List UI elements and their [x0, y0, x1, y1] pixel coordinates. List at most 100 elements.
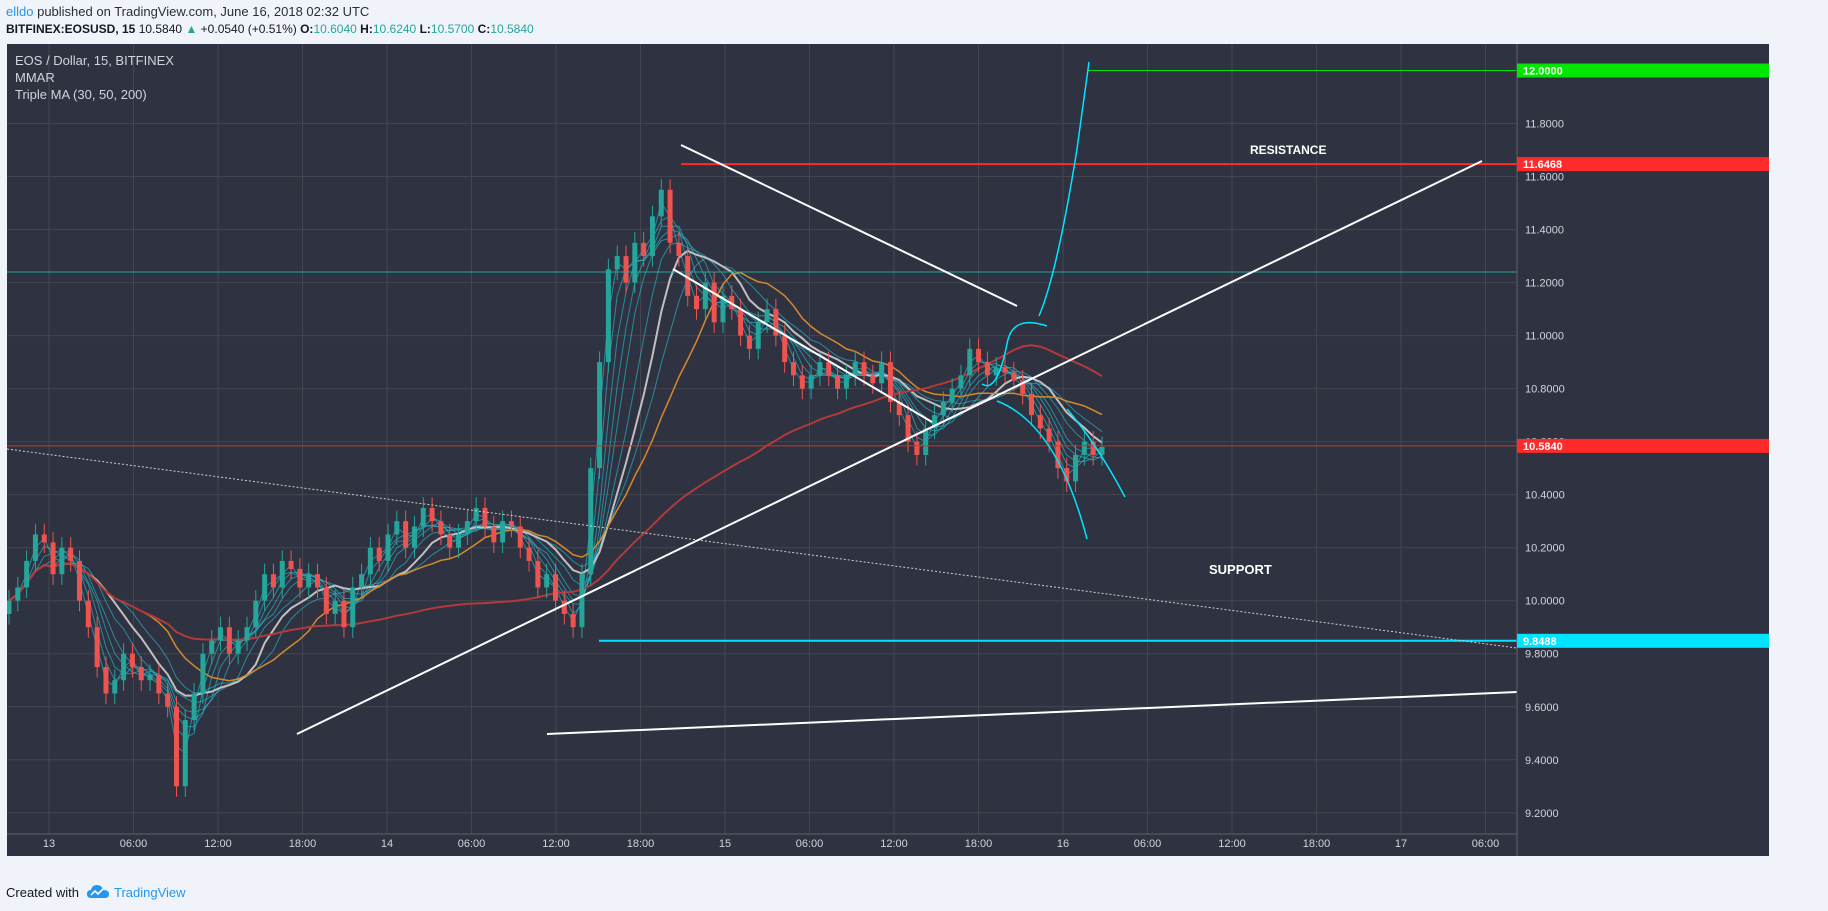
- candle-body: [182, 720, 188, 787]
- projection-loop: [981, 321, 1048, 387]
- x-tick-label: 06:00: [1472, 838, 1500, 850]
- candle-body: [773, 309, 779, 336]
- candle-body: [605, 269, 611, 363]
- candle-body: [77, 560, 83, 601]
- candle-body: [376, 547, 382, 561]
- candle-body: [218, 627, 224, 641]
- candle-body: [923, 428, 929, 455]
- candle-body: [306, 574, 312, 588]
- candle-body: [553, 574, 558, 601]
- candle-body: [50, 542, 56, 575]
- candle-body: [517, 526, 523, 548]
- candle-body: [1055, 441, 1061, 469]
- candle-body: [235, 640, 241, 654]
- candle-body: [870, 375, 876, 384]
- x-tick-label: 06:00: [458, 838, 486, 850]
- candle-body: [262, 574, 268, 601]
- x-tick-label: 18:00: [289, 838, 317, 850]
- candle-body: [121, 653, 127, 681]
- candle-body: [279, 560, 285, 588]
- candle-body: [456, 534, 462, 548]
- candle-body: [209, 640, 215, 654]
- candle-body: [394, 521, 400, 535]
- candle-body: [843, 375, 849, 389]
- chart-background: [7, 44, 1769, 856]
- candle-body: [649, 216, 655, 257]
- candle-body: [720, 295, 726, 323]
- candle-body: [1090, 441, 1096, 455]
- candle-body: [147, 674, 153, 681]
- candle-body: [1081, 441, 1087, 455]
- candle-body: [535, 560, 541, 588]
- candles: [7, 179, 1105, 797]
- x-tick-label: 18:00: [1303, 838, 1331, 850]
- candle-body: [694, 295, 700, 310]
- candle-body: [59, 547, 65, 575]
- candle-body: [914, 441, 920, 455]
- price-label-text: 10.5840: [1523, 441, 1563, 453]
- candle-body: [561, 600, 567, 614]
- tradingview-link[interactable]: TradingView: [114, 885, 186, 900]
- y-tick-label: 11.0000: [1525, 331, 1564, 343]
- candle-body: [887, 362, 893, 402]
- candle-body: [24, 560, 30, 588]
- candle-body: [614, 256, 620, 270]
- projection-curve-down-2: [1066, 408, 1126, 498]
- price-chart[interactable]: 9.2000 9.4000 9.6000 9.8000 10.0000 10.2000 10…: [7, 44, 1769, 856]
- candle-body: [879, 362, 885, 384]
- candle-body: [746, 335, 752, 349]
- footer: [0, 880, 1828, 911]
- publish-header: elldo published on TradingView.com, June…: [0, 0, 1828, 44]
- x-tick-label: 17: [1395, 838, 1407, 850]
- candle-body: [244, 627, 250, 641]
- legend-indicator-mmar[interactable]: MMAR: [15, 70, 55, 85]
- candle-body: [447, 534, 453, 548]
- candle-body: [165, 693, 171, 707]
- candle-body: [200, 653, 206, 694]
- lower-trendline: [546, 691, 1518, 735]
- legend-indicator-triple-ma[interactable]: Triple MA (30, 50, 200): [15, 87, 147, 102]
- ribbon-ma-line: [8, 257, 1103, 694]
- dotted-trendline: [7, 448, 1518, 649]
- candle-body: [932, 415, 938, 429]
- tradingview-cloud-icon[interactable]: [86, 883, 110, 901]
- candle-body: [315, 574, 321, 588]
- candle-body: [826, 362, 832, 376]
- candle-body: [359, 574, 365, 588]
- open-label: O:: [300, 22, 314, 36]
- x-tick-label: 18:00: [965, 838, 993, 850]
- candle-body: [570, 613, 576, 628]
- candle-body: [500, 521, 506, 543]
- price-label-box: [1517, 438, 1769, 453]
- author-link[interactable]: elldo: [6, 4, 34, 19]
- high-label: H:: [360, 22, 373, 36]
- candle-body: [32, 534, 38, 561]
- symbol-label: BITFINEX:EOSUSD, 15: [6, 22, 136, 36]
- publish-line: elldo published on TradingView.com, June…: [6, 4, 369, 19]
- candle-body: [984, 362, 990, 376]
- x-tick-label: 12:00: [204, 838, 232, 850]
- candle-body: [15, 587, 21, 601]
- candle-body: [1011, 372, 1017, 381]
- low-value: 10.5700: [430, 22, 475, 36]
- candle-body: [544, 574, 550, 588]
- candle-body: [685, 256, 691, 296]
- y-tick-label: 11.6000: [1525, 172, 1564, 184]
- candle-body: [940, 401, 946, 416]
- candle-body: [623, 256, 629, 283]
- close-label: C:: [477, 22, 491, 36]
- support-label: SUPPORT: [1209, 562, 1272, 577]
- candle-body: [1073, 454, 1079, 482]
- x-tick-label: 14: [381, 838, 393, 850]
- candle-body: [852, 362, 858, 376]
- candle-body: [1020, 380, 1026, 394]
- candle-body: [68, 547, 74, 561]
- y-tick-label: 9.2000: [1525, 808, 1559, 820]
- candle-body: [808, 375, 814, 389]
- candle-body: [403, 521, 409, 548]
- candle-body: [782, 335, 788, 363]
- candle-body: [835, 375, 841, 389]
- x-tick-label: 06:00: [120, 838, 148, 850]
- candle-body: [632, 242, 638, 283]
- candle-body: [191, 693, 197, 721]
